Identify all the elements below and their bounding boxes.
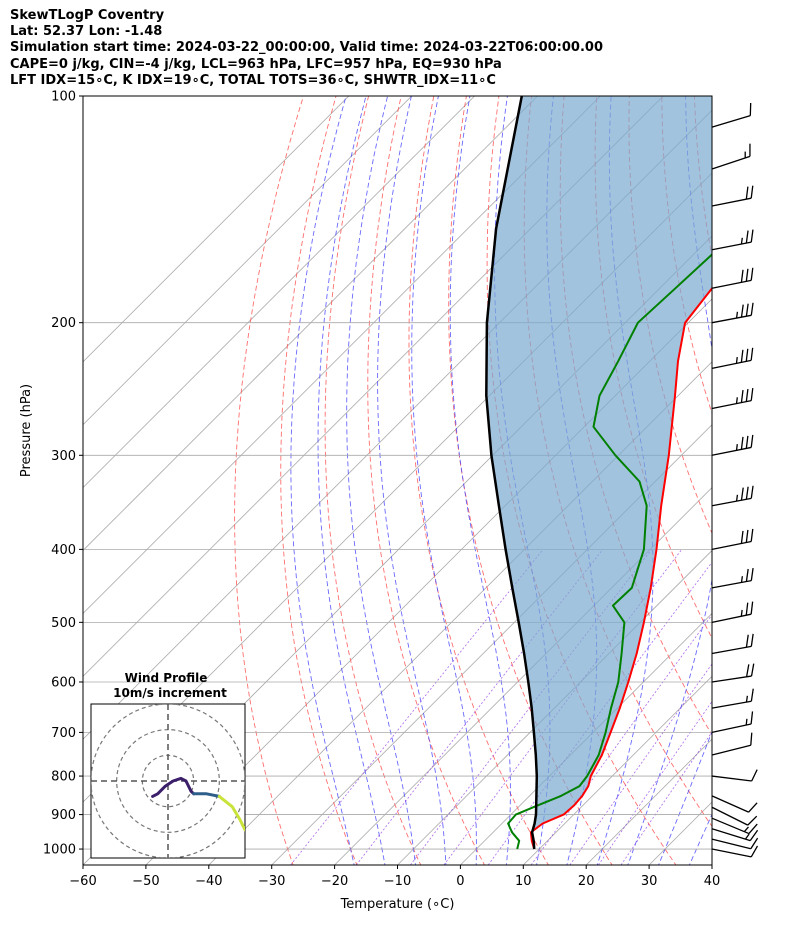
cin-shading xyxy=(486,96,712,841)
isotherm xyxy=(775,96,794,865)
wind-barb xyxy=(711,795,758,813)
x-tick-label: −60 xyxy=(69,874,96,889)
moist-adiabat xyxy=(346,96,416,865)
moist-adiabat xyxy=(377,96,447,865)
isotherm xyxy=(83,96,412,426)
location-line: Lat: 52.37 Lon: -1.48 xyxy=(10,24,163,39)
wind-barb xyxy=(711,567,754,589)
wind-barb xyxy=(711,732,753,756)
cape-line: CAPE=0 j/kg, CIN=-4 j/kg, LCL=963 hPa, L… xyxy=(10,57,502,72)
wind-barb xyxy=(711,388,754,410)
dry-adiabat xyxy=(280,96,358,865)
wind-barb xyxy=(711,806,758,826)
wind-barb xyxy=(711,143,751,170)
isotherm xyxy=(83,96,475,489)
wind-barb xyxy=(711,347,754,370)
y-tick-label: 600 xyxy=(51,675,76,690)
wind-barb xyxy=(711,528,754,551)
dry-adiabat xyxy=(324,96,422,865)
y-tick-label: 300 xyxy=(51,449,76,464)
isotherm xyxy=(334,487,712,865)
x-tick-label: 40 xyxy=(704,874,721,889)
wind-barb xyxy=(711,267,754,289)
dry-adiabat xyxy=(727,96,794,867)
moist-adiabat xyxy=(411,96,477,865)
wind-barb xyxy=(711,302,754,324)
wind-barb xyxy=(711,434,754,456)
x-tick-label: −40 xyxy=(195,874,222,889)
x-tick-label: 10 xyxy=(515,874,532,889)
isotherm xyxy=(711,864,712,865)
wind-barb xyxy=(711,103,752,128)
wind-barb xyxy=(711,837,759,850)
x-tick-label: 20 xyxy=(578,874,595,889)
isotherm xyxy=(83,96,601,614)
isotherm xyxy=(397,549,712,865)
dry-adiabat xyxy=(367,96,486,865)
hodograph-subtitle: 10m/s increment xyxy=(113,686,227,700)
x-tick-label: −10 xyxy=(384,874,411,889)
dewpoint-line xyxy=(507,253,712,850)
y-tick-label: 800 xyxy=(51,770,76,785)
y-tick-label: 900 xyxy=(51,808,76,823)
moist-adiabat xyxy=(719,96,794,868)
wind-barb xyxy=(711,663,755,683)
isotherm xyxy=(83,96,350,363)
y-tick-label: 700 xyxy=(51,726,76,741)
wind-barb xyxy=(711,711,754,734)
dry-adiabat xyxy=(661,96,712,415)
dry-adiabat xyxy=(448,96,613,865)
x-tick-label: −20 xyxy=(321,874,348,889)
y-tick-label: 100 xyxy=(51,90,76,105)
hodograph-title: Wind Profile xyxy=(125,671,208,685)
temperature-line xyxy=(529,286,712,850)
x-axis-label: Temperature (∘C) xyxy=(340,897,455,912)
hodograph-trace xyxy=(151,776,196,798)
dry-adiabat xyxy=(760,96,794,867)
wind-barb xyxy=(711,688,754,709)
index-line: LFT IDX=15∘C, K IDX=19∘C, TOTAL TOTS=36∘… xyxy=(10,73,496,88)
y-tick-label: 500 xyxy=(51,616,76,631)
hodograph-trace xyxy=(192,792,221,798)
moist-adiabat xyxy=(317,96,386,865)
wind-barb xyxy=(711,485,754,507)
chart-title: SkewTLogP Coventry xyxy=(10,8,165,23)
y-tick-label: 400 xyxy=(51,543,76,558)
wind-barb xyxy=(711,185,754,207)
parcel-line xyxy=(485,96,539,850)
wind-barb xyxy=(711,769,758,782)
x-tick-label: −50 xyxy=(132,874,159,889)
wind-barb xyxy=(711,601,754,623)
y-axis-label: Pressure (hPa) xyxy=(19,384,34,477)
isotherm xyxy=(83,96,538,552)
wind-barb xyxy=(711,845,759,858)
y-tick-label: 1000 xyxy=(43,843,76,858)
wind-barb xyxy=(711,633,754,655)
isotherm xyxy=(523,675,712,865)
wind-barb xyxy=(711,828,759,842)
wind-barb xyxy=(711,817,758,835)
wind-barb xyxy=(711,229,754,251)
moist-adiabat xyxy=(290,96,355,865)
hodograph-trace xyxy=(217,794,245,832)
moist-adiabat xyxy=(449,96,511,865)
x-tick-label: 30 xyxy=(641,874,658,889)
time-line: Simulation start time: 2024-03-22_00:00:… xyxy=(10,40,603,55)
x-tick-label: −30 xyxy=(258,874,285,889)
dry-adiabat xyxy=(234,96,304,865)
x-tick-label: 0 xyxy=(456,874,464,889)
y-tick-label: 200 xyxy=(51,316,76,331)
